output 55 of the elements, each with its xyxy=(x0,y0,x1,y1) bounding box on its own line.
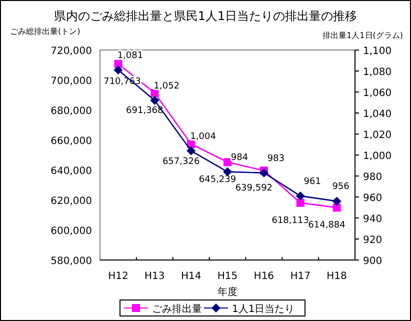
y-tick-label: 580,000 xyxy=(50,256,92,267)
y2-tick-label: 1,020 xyxy=(363,130,392,141)
y-tick-label: 720,000 xyxy=(50,46,92,57)
data-label: 639,592 xyxy=(235,184,273,194)
data-label: 691,368 xyxy=(126,106,164,116)
y2-tick-label: 1,000 xyxy=(363,151,392,162)
y-tick-label: 660,000 xyxy=(50,136,92,147)
data-label: 1,052 xyxy=(154,81,180,92)
point xyxy=(150,96,160,105)
y2-tick-label: 960 xyxy=(363,193,382,204)
x-tick-label: H18 xyxy=(326,271,347,282)
y-tick-label: 700,000 xyxy=(50,76,92,87)
data-label: 1,081 xyxy=(117,50,144,61)
x-tick-label: H17 xyxy=(290,271,310,282)
y-tick-label: 640,000 xyxy=(50,166,92,177)
y2-axis-title: 排出量1人1日(グラム) xyxy=(322,31,403,40)
data-label: 983 xyxy=(267,154,285,164)
data-label: 956 xyxy=(332,182,350,192)
legend-label: ごみ排出量 xyxy=(152,303,202,315)
y2-tick-label: 940 xyxy=(363,214,382,225)
y-tick-label: 620,000 xyxy=(50,196,92,207)
x-tick-label: H12 xyxy=(108,271,128,282)
data-label: 1,004 xyxy=(190,132,216,142)
point xyxy=(259,168,268,178)
x-tick-label: H13 xyxy=(144,271,165,282)
y-tick-label: 600,000 xyxy=(50,226,92,237)
point xyxy=(114,60,122,68)
y2-tick-label: 1,060 xyxy=(363,88,392,99)
data-label: 614,884 xyxy=(308,220,346,231)
point xyxy=(332,196,342,206)
x-tick-label: H15 xyxy=(217,271,238,282)
y2-tick-label: 980 xyxy=(363,172,382,183)
point xyxy=(186,146,196,156)
y2-tick-label: 1,100 xyxy=(363,46,392,57)
point xyxy=(296,198,304,207)
y-tick-label: 680,000 xyxy=(50,106,92,117)
y2-tick-label: 1,080 xyxy=(363,67,392,78)
chart-title: 県内のごみ総排出量と県民1人1日当たりの排出量の推移 xyxy=(54,9,358,23)
data-label: 618,113 xyxy=(272,216,309,226)
point xyxy=(296,191,305,200)
point xyxy=(332,204,341,212)
data-label: 961 xyxy=(304,176,321,187)
legend-label: 1人1日当たり xyxy=(232,303,295,315)
y2-tick-label: 900 xyxy=(363,256,382,267)
x-tick-label: H16 xyxy=(254,271,274,282)
data-label: 984 xyxy=(230,152,248,163)
y2-tick-label: 1,040 xyxy=(363,109,392,120)
x-tick-label: H14 xyxy=(180,271,202,282)
y2-tick-label: 920 xyxy=(363,235,382,246)
x-axis-title: 年度 xyxy=(218,286,238,298)
data-label: 645,239 xyxy=(198,175,236,186)
point xyxy=(114,65,123,74)
data-label: 657,326 xyxy=(162,157,200,168)
y-axis-title: ごみ総排出量(トン) xyxy=(10,27,80,36)
point xyxy=(224,158,232,166)
